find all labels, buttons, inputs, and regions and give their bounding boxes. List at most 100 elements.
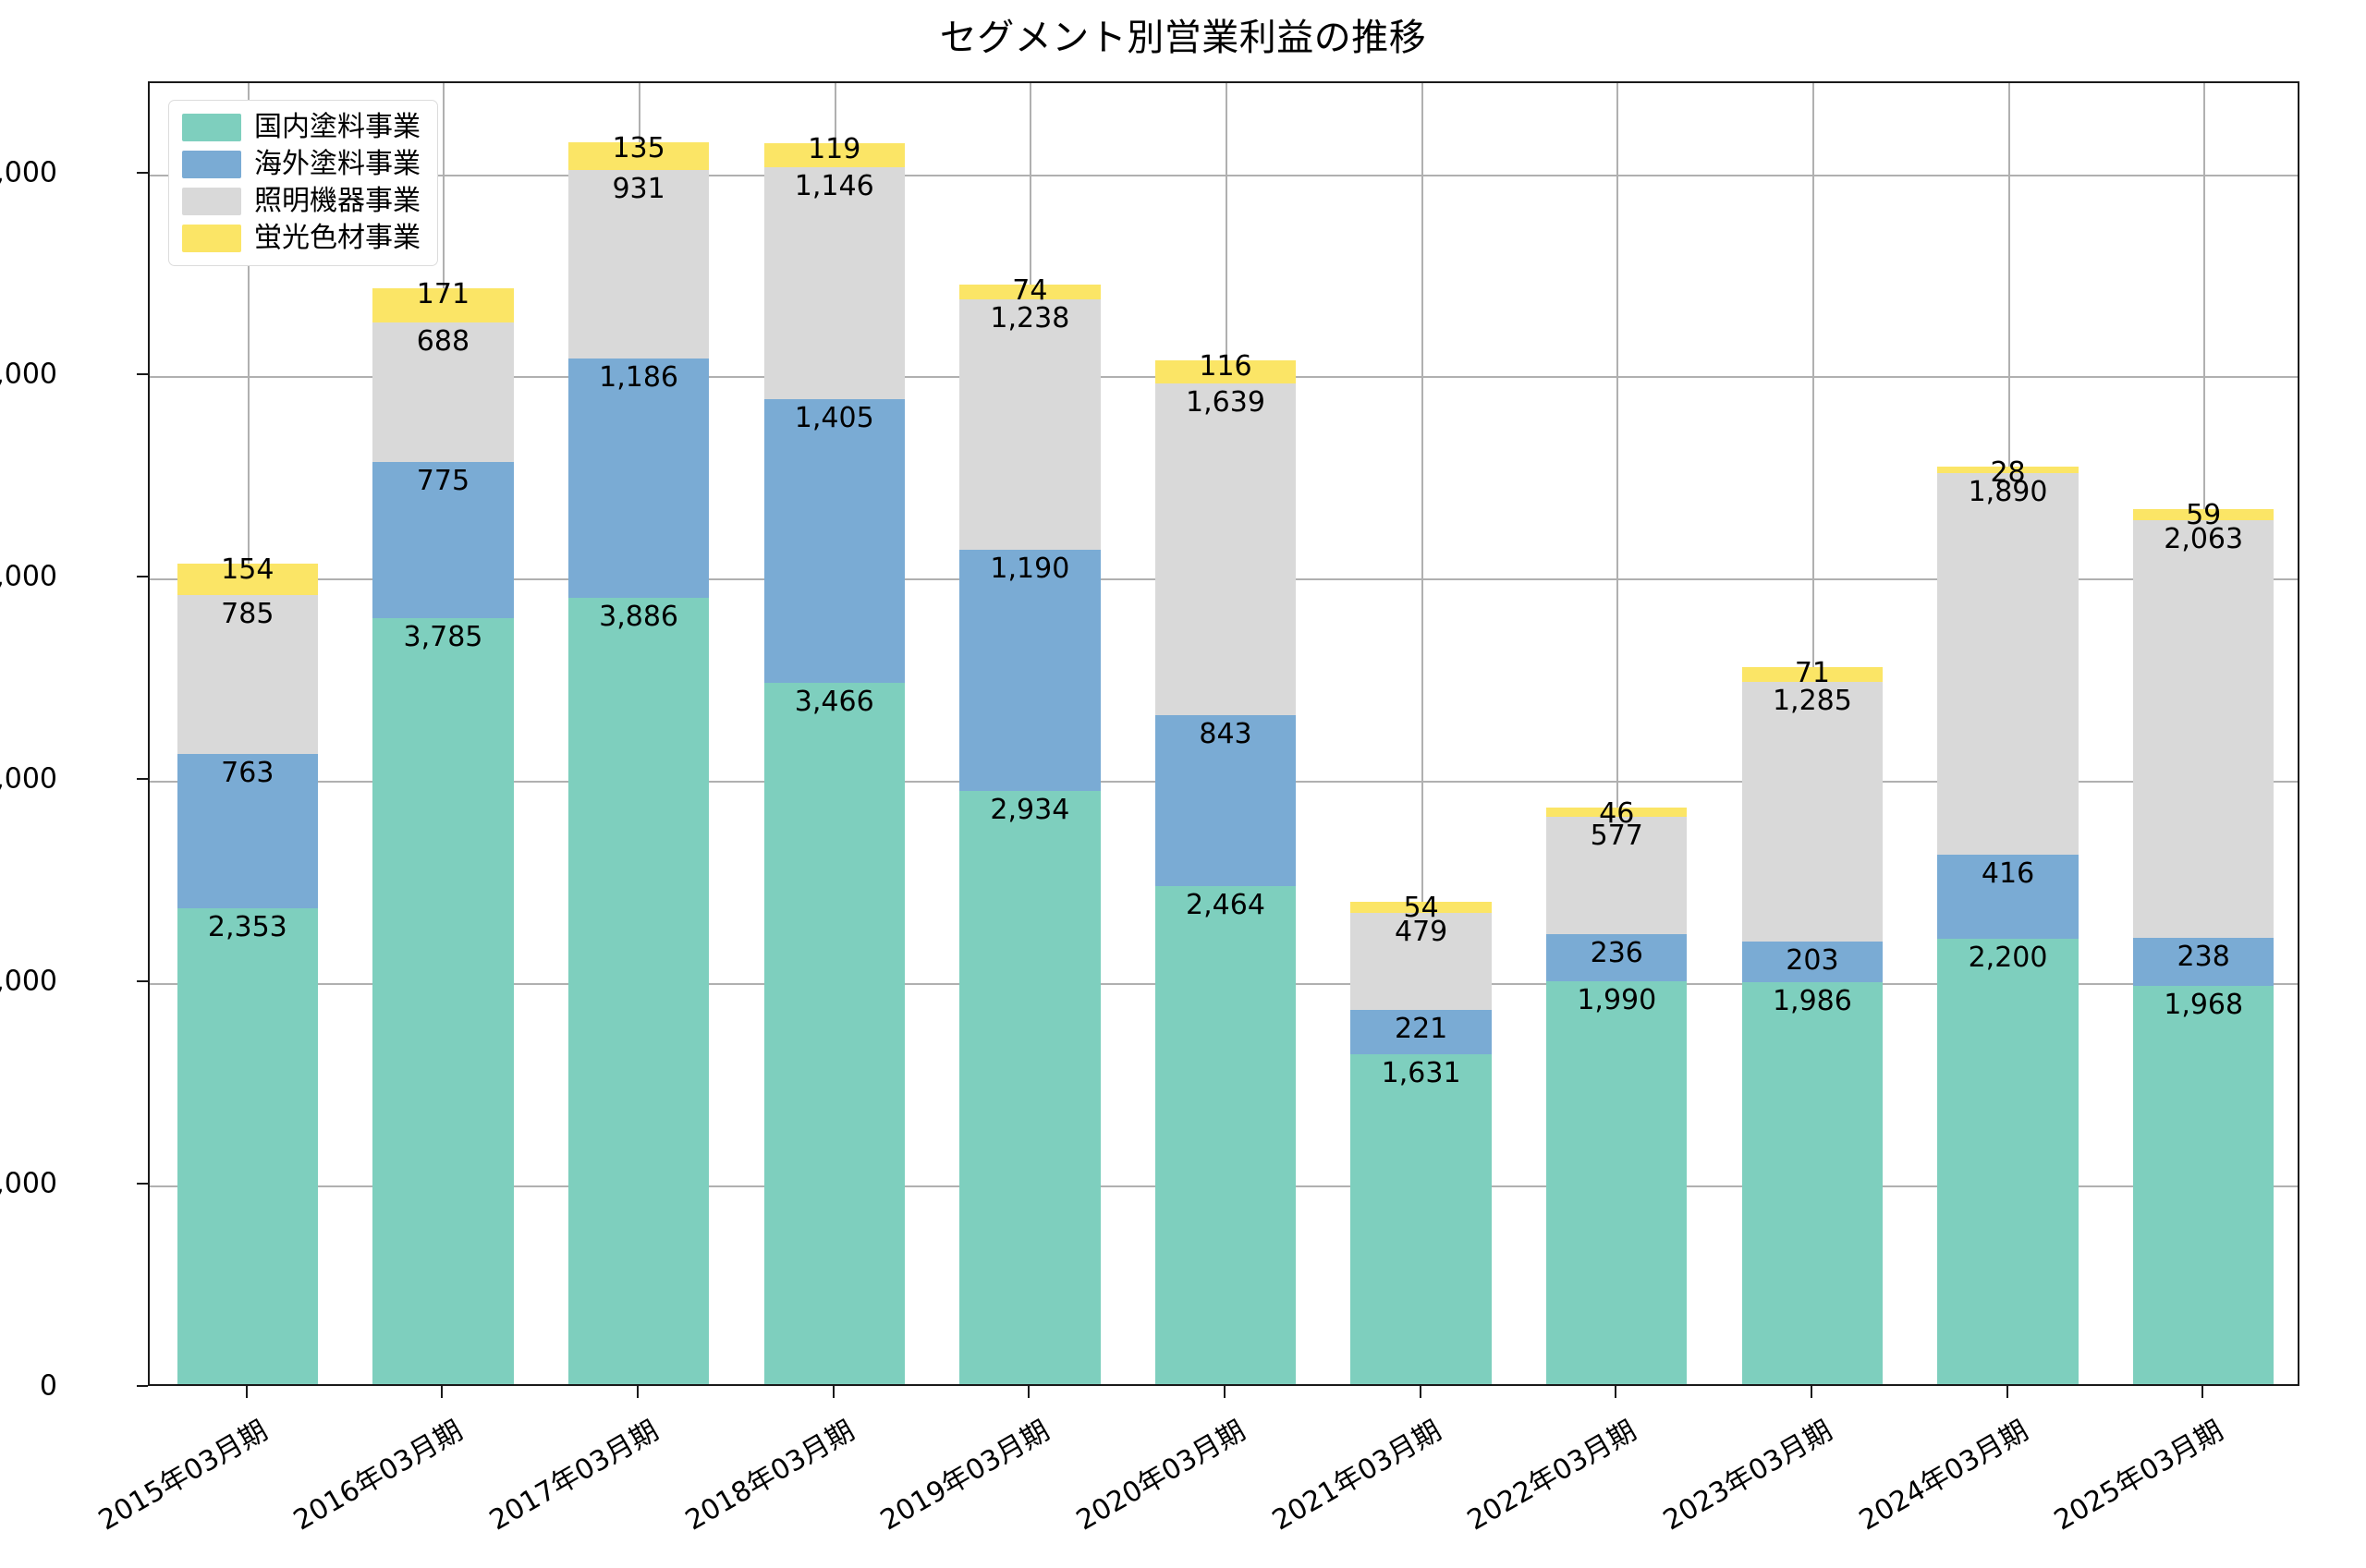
x-axis-tick-label: 2016年03月期 bbox=[288, 1414, 469, 1538]
bar-segment[interactable]: 785 bbox=[177, 595, 318, 754]
y-axis-tick-label: 2,000 bbox=[0, 965, 57, 998]
bar-value-label: 2,353 bbox=[207, 910, 287, 943]
bar-value-label: 1,190 bbox=[990, 553, 1070, 586]
bar-segment[interactable]: 46 bbox=[1546, 800, 1688, 828]
legend-item-2[interactable]: 海外塗料事業 bbox=[182, 151, 421, 178]
bar-segment[interactable]: 74 bbox=[959, 277, 1101, 305]
legend-item-3[interactable]: 照明機器事業 bbox=[182, 188, 421, 215]
bar-value-label: 1,986 bbox=[1772, 985, 1852, 1018]
x-axis-tick-label: 2019年03月期 bbox=[875, 1414, 1055, 1538]
bar-segment[interactable]: 238 bbox=[2132, 938, 2275, 987]
bar-value-label: 1,968 bbox=[2164, 989, 2244, 1022]
bar-segment[interactable]: 479 bbox=[1350, 912, 1492, 1010]
chart-legend[interactable]: 国内塗料事業海外塗料事業 照明機器事業 蛍光色材事業 bbox=[168, 100, 438, 266]
bar-value-label: 71 bbox=[1794, 656, 1830, 689]
bar-segment[interactable]: 3,785 bbox=[372, 618, 514, 1384]
bar-value-label: 221 bbox=[1394, 1012, 1448, 1045]
bar-segment[interactable]: 1,990 bbox=[1546, 981, 1688, 1384]
legend-swatch-icon bbox=[182, 114, 241, 141]
bar-value-label: 3,785 bbox=[403, 621, 483, 654]
bar-segment[interactable]: 931 bbox=[567, 169, 710, 359]
legend-item-1[interactable]: 国内塗料事業 bbox=[182, 114, 421, 141]
bar-segment[interactable]: 2,200 bbox=[1937, 939, 2079, 1384]
bar-segment[interactable]: 1,186 bbox=[567, 358, 710, 599]
bar-stack[interactable]: 1,986 203 1,285 71 bbox=[1741, 659, 1884, 1384]
bar-stack[interactable]: 2,464 843 1,639 116 bbox=[1154, 352, 1297, 1384]
bar-stack[interactable]: 2,934 1,190 1,238 74 bbox=[959, 277, 1101, 1384]
bar-stack[interactable]: 1,990 236 577 46 bbox=[1546, 800, 1688, 1384]
bar-segment[interactable]: 1,190 bbox=[959, 550, 1101, 791]
bar-value-label: 236 bbox=[1590, 936, 1643, 969]
x-axis-tick-mark bbox=[2201, 1386, 2204, 1398]
bar-segment[interactable]: 171 bbox=[372, 280, 514, 323]
bar-value-label: 46 bbox=[1599, 797, 1635, 831]
bar-value-label: 785 bbox=[221, 598, 274, 631]
bar-segment[interactable]: 2,464 bbox=[1154, 885, 1297, 1384]
bar-segment[interactable]: 116 bbox=[1154, 352, 1297, 384]
bar-segment[interactable]: 1,285 bbox=[1741, 681, 1884, 942]
bar-stack[interactable]: 2,200 416 1,890 28 bbox=[1937, 459, 2079, 1384]
bar-segment[interactable]: 416 bbox=[1937, 855, 2079, 940]
bar-segment[interactable]: 3,886 bbox=[567, 598, 710, 1384]
legend-item-4[interactable]: 蛍光色材事業 bbox=[182, 225, 421, 252]
bar-value-label: 1,639 bbox=[1186, 386, 1265, 419]
bar-segment[interactable]: 236 bbox=[1546, 933, 1688, 982]
bar-stack[interactable]: 3,466 1,405 1,146 119 bbox=[763, 135, 905, 1384]
bar-value-label: 1,238 bbox=[990, 302, 1070, 335]
bar-segment[interactable]: 28 bbox=[1937, 459, 2079, 487]
bar-value-label: 116 bbox=[1199, 349, 1252, 383]
bar-segment[interactable]: 1,890 bbox=[1937, 472, 2079, 856]
bar-value-label: 479 bbox=[1394, 915, 1448, 948]
bar-segment[interactable]: 843 bbox=[1154, 715, 1297, 886]
bar-stack[interactable]: 2,353 763 785 154 bbox=[177, 556, 318, 1384]
bar-segment[interactable]: 688 bbox=[372, 322, 514, 462]
bar-value-label: 154 bbox=[221, 553, 274, 587]
bar-segment[interactable]: 1,639 bbox=[1154, 383, 1297, 716]
bar-value-label: 2,934 bbox=[990, 793, 1070, 826]
x-axis-tick-mark bbox=[1810, 1386, 1812, 1398]
legend-label: 蛍光色材事業 bbox=[254, 222, 421, 254]
y-axis-tick-mark bbox=[137, 778, 148, 781]
bar-segment[interactable]: 135 bbox=[567, 135, 710, 170]
bar-segment[interactable]: 1,405 bbox=[763, 398, 905, 684]
bar-segment[interactable]: 154 bbox=[177, 556, 318, 596]
y-axis-tick-mark bbox=[137, 980, 148, 983]
bar-segment[interactable]: 71 bbox=[1741, 659, 1884, 687]
y-axis-tick-label: 1,000 bbox=[0, 1167, 57, 1200]
bar-segment[interactable]: 2,934 bbox=[959, 790, 1101, 1384]
x-axis-tick-mark bbox=[1224, 1386, 1226, 1398]
bar-segment[interactable]: 2,063 bbox=[2132, 520, 2275, 939]
bar-segment[interactable]: 775 bbox=[372, 461, 514, 619]
bar-stack[interactable]: 1,631 221 479 54 bbox=[1350, 893, 1492, 1384]
bar-value-label: 3,466 bbox=[794, 686, 874, 719]
x-axis-tick-label: 2025年03月期 bbox=[2049, 1414, 2229, 1538]
bar-segment[interactable]: 1,146 bbox=[763, 166, 905, 399]
bar-segment[interactable]: 577 bbox=[1546, 817, 1688, 934]
bar-segment[interactable]: 221 bbox=[1350, 1009, 1492, 1054]
bar-segment[interactable]: 3,466 bbox=[763, 683, 905, 1384]
bar-segment[interactable]: 1,631 bbox=[1350, 1053, 1492, 1384]
bar-segment[interactable]: 1,238 bbox=[959, 299, 1101, 551]
bar-segment[interactable]: 59 bbox=[2132, 501, 2275, 529]
bar-segment[interactable]: 54 bbox=[1350, 893, 1492, 921]
legend-label: 海外塗料事業 bbox=[254, 148, 421, 180]
bar-value-label: 74 bbox=[1012, 274, 1048, 308]
bar-value-label: 1,146 bbox=[794, 169, 874, 202]
bar-segment[interactable]: 763 bbox=[177, 753, 318, 908]
bar-segment[interactable]: 203 bbox=[1741, 941, 1884, 983]
bar-value-label: 1,631 bbox=[1381, 1056, 1461, 1089]
bar-stack[interactable]: 3,785 775 688 171 bbox=[372, 280, 514, 1384]
x-axis-tick-mark bbox=[441, 1386, 444, 1398]
bar-segment[interactable]: 1,986 bbox=[1741, 982, 1884, 1384]
bar-segment[interactable]: 2,353 bbox=[177, 907, 318, 1384]
legend-label: 照明機器事業 bbox=[254, 185, 421, 217]
bar-stack[interactable]: 3,886 1,186 931 135 bbox=[567, 135, 710, 1384]
bar-segment[interactable]: 1,968 bbox=[2132, 986, 2275, 1384]
bar-stack[interactable]: 1,968 238 2,063 59 bbox=[2132, 501, 2275, 1384]
gridline-horizontal bbox=[150, 174, 2298, 176]
x-axis-tick-mark bbox=[1615, 1386, 1617, 1398]
y-axis-tick-mark bbox=[137, 1385, 148, 1387]
bar-value-label: 3,886 bbox=[599, 601, 679, 634]
bar-segment[interactable]: 119 bbox=[763, 135, 905, 167]
